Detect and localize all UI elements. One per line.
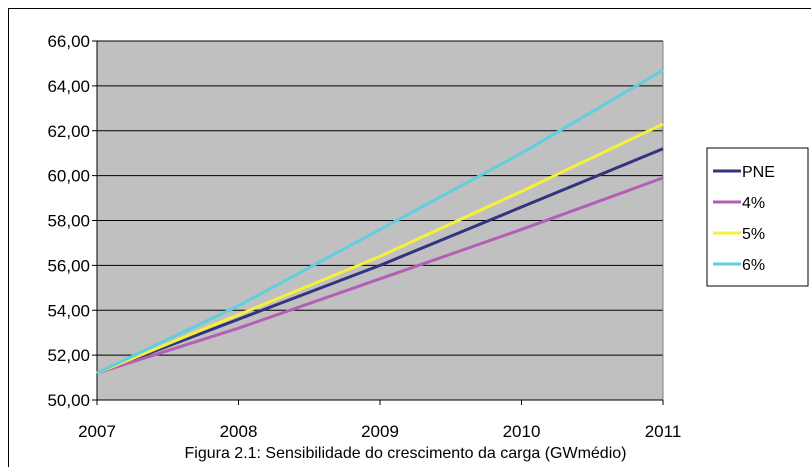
x-tick-label: 2010 — [503, 422, 541, 441]
y-tick-label: 58,00 — [47, 212, 90, 231]
y-tick-label: 52,00 — [47, 346, 90, 365]
legend: PNE 4% 5% 6% — [706, 147, 809, 287]
legend-label: 4% — [742, 195, 765, 212]
y-tick-label: 64,00 — [47, 77, 90, 96]
axes: 50,00 52,00 54,00 56,00 58,00 60,00 62,00 64,00… — [47, 32, 681, 441]
frame-border-left — [8, 8, 9, 467]
x-tick-label: 2008 — [220, 422, 258, 441]
figure-caption: Figura 2.1: Sensibilidade do crescimento… — [184, 445, 627, 462]
x-tick-label: 2011 — [645, 422, 682, 441]
x-tick-label: 2009 — [361, 422, 399, 441]
series-line — [96, 122, 664, 375]
y-tick-label: 54,00 — [47, 301, 90, 320]
x-tick-label: 2007 — [78, 422, 116, 441]
series-line — [96, 68, 664, 375]
series-lines — [96, 68, 664, 375]
y-tick-label: 66,00 — [47, 32, 90, 51]
y-tick-label: 50,00 — [47, 391, 90, 410]
series-line — [96, 176, 664, 375]
y-tick-label: 62,00 — [47, 122, 90, 141]
frame-border-top — [8, 8, 811, 9]
y-tick-label: 60,00 — [47, 167, 90, 186]
legend-label: PNE — [742, 164, 775, 181]
legend-label: 6% — [742, 257, 765, 274]
legend-label: 5% — [742, 226, 765, 243]
series-line — [96, 147, 664, 375]
y-tick-label: 56,00 — [47, 256, 90, 275]
